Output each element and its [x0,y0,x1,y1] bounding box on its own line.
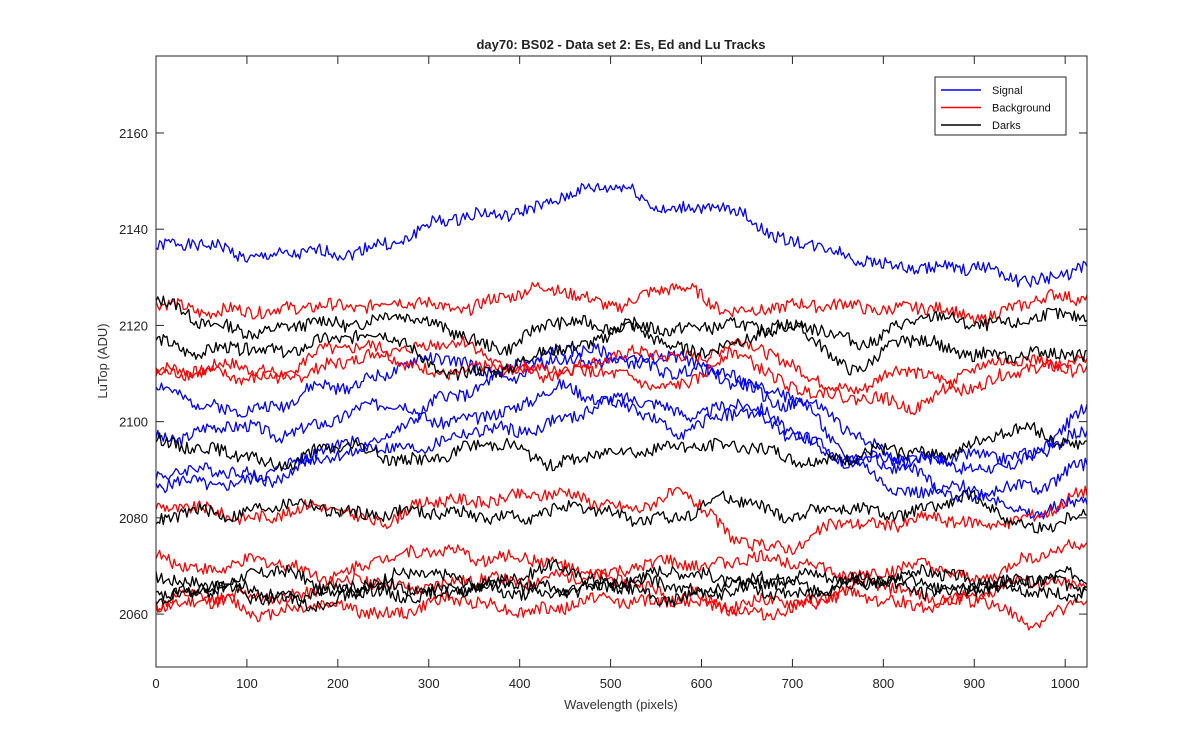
x-tick-label: 200 [327,676,349,691]
x-tick-label: 700 [782,676,804,691]
y-tick-label: 2120 [119,318,148,333]
x-axis-label: Wavelength (pixels) [564,697,678,712]
y-axis-label: LuTop (ADU) [95,323,110,398]
series-line-signal-2 [155,378,1088,468]
x-tick-label: 1000 [1051,676,1080,691]
series-line-darks-16 [155,558,1088,597]
series-line-background-10 [155,568,1088,615]
chart-title: day70: BS02 - Data set 2: Es, Ed and Lu … [476,37,765,52]
series-line-darks-12 [155,295,1088,356]
y-tick-label: 2060 [119,607,148,622]
legend-label-signal: Signal [992,85,1023,97]
series-line-darks-18 [155,575,1088,608]
legend-label-background: Background [992,103,1051,115]
series-line-signal-0 [155,182,1088,288]
plot-area [156,56,1087,667]
x-tick-label: 100 [236,676,258,691]
plot-frame [155,55,1088,668]
series-line-darks-15 [155,489,1088,534]
x-tick-label: 800 [872,676,894,691]
series-line-darks-13 [155,318,1088,381]
x-tick-label: 500 [600,676,622,691]
series-line-darks-14 [155,422,1088,472]
legend-label-darks: Darks [992,120,1021,132]
y-tick-label: 2140 [119,222,148,237]
series-line-signal-4 [155,343,1088,520]
x-tick-label: 0 [152,676,159,691]
series-line-background-7 [155,336,1088,416]
series-line-background-6 [155,337,1088,397]
legend: Signal Background Darks [934,76,1067,136]
series-line-darks-17 [155,571,1088,613]
series-line-background-5 [155,281,1088,325]
y-tick-label: 2160 [119,126,148,141]
y-tick-label: 2100 [119,415,148,430]
y-tick-label: 2080 [119,511,148,526]
x-tick-label: 600 [691,676,713,691]
x-tick-label: 300 [418,676,440,691]
series-line-background-9 [155,539,1088,585]
x-tick-label: 400 [509,676,531,691]
series-layer [155,182,1088,631]
x-tick-label: 900 [963,676,985,691]
